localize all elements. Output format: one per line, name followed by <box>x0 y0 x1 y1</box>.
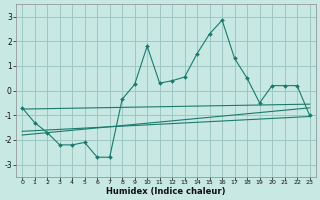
X-axis label: Humidex (Indice chaleur): Humidex (Indice chaleur) <box>106 187 226 196</box>
